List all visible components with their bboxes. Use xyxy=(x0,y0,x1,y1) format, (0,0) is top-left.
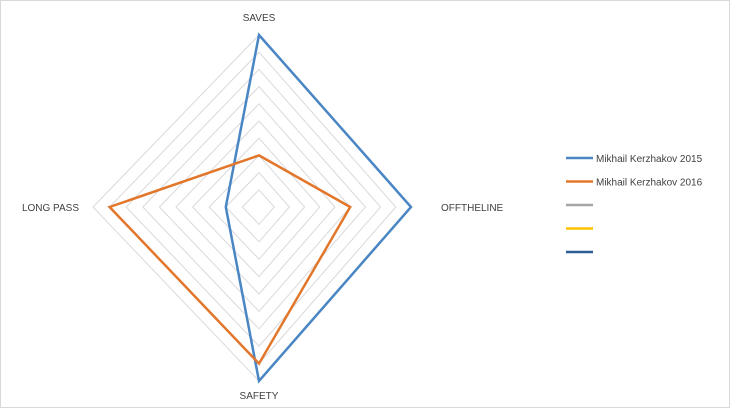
series-line-1 xyxy=(224,32,413,384)
gridline-ring xyxy=(191,137,321,278)
gridline-ring xyxy=(142,85,367,330)
axis-label-offtheline: OFFTHELINE xyxy=(441,203,504,214)
gridline-ring xyxy=(225,171,291,243)
axis-label-long-pass: LONG PASS xyxy=(22,203,79,214)
axis-label-safety: SAFETY xyxy=(240,391,279,402)
gridline-ring xyxy=(208,154,306,260)
legend-label-1: Mikhail Kerzhakov 2015 xyxy=(596,154,703,165)
gridline-ring xyxy=(92,34,412,382)
gridline-ring xyxy=(108,51,397,365)
legend-label-2: Mikhail Kerzhakov 2016 xyxy=(596,178,703,189)
gridline-ring xyxy=(158,103,351,313)
axis-label-saves: SAVES xyxy=(243,13,276,24)
gridline-ring xyxy=(175,120,336,295)
series-line-2 xyxy=(107,154,352,366)
gridline-ring xyxy=(241,189,275,226)
gridline-ring xyxy=(125,68,382,347)
